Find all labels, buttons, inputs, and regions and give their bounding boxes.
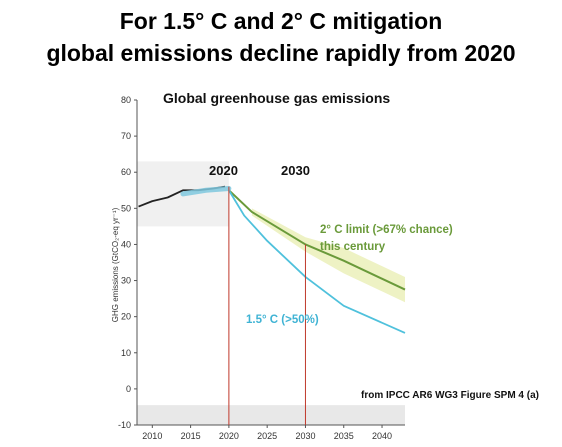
- y-axis-label: GHG emissions (GtCO₂-eq yr⁻¹): [111, 207, 120, 322]
- x-tick-label: 2035: [334, 431, 354, 441]
- y-tick-label: 40: [121, 239, 131, 249]
- y-tick-label: 30: [121, 276, 131, 286]
- y-tick-label: 10: [121, 348, 131, 358]
- y-tick-label: 0: [126, 384, 131, 394]
- historical-highlight: [180, 185, 232, 197]
- annotation-2c-limit-line2: this century: [320, 241, 386, 253]
- x-tick-label: 2015: [181, 431, 201, 441]
- y-tick-label: 50: [121, 203, 131, 213]
- y-tick-label: 60: [121, 167, 131, 177]
- slide-title-line-1: For 1.5° C and 2° C mitigation: [119, 8, 443, 34]
- marker-label-2020: 2020: [209, 163, 238, 178]
- slide-title-line-2: global emissions decline rapidly from 20…: [46, 40, 516, 66]
- y-tick-label: 70: [121, 131, 131, 141]
- annotation-1-5c: 1.5° C (>50%): [246, 314, 319, 326]
- y-tick-label: -10: [118, 420, 131, 430]
- chart-title: Global greenhouse gas emissions: [163, 90, 390, 106]
- bottom-shade: [137, 405, 405, 425]
- marker-label-2030: 2030: [281, 163, 310, 178]
- x-tick-label: 2030: [295, 431, 315, 441]
- x-tick-label: 2025: [257, 431, 277, 441]
- x-tick-label: 2020: [219, 431, 239, 441]
- x-tick-label: 2010: [142, 431, 162, 441]
- y-tick-label: 20: [121, 312, 131, 322]
- x-tick-label: 2040: [372, 431, 392, 441]
- series-line-limit-1-5c: [228, 189, 406, 334]
- y-tick-label: 80: [121, 95, 131, 105]
- annotation-2c-limit-line1: 2° C limit (>67% chance): [320, 224, 453, 236]
- source-note: from IPCC AR6 WG3 Figure SPM 4 (a): [361, 390, 539, 401]
